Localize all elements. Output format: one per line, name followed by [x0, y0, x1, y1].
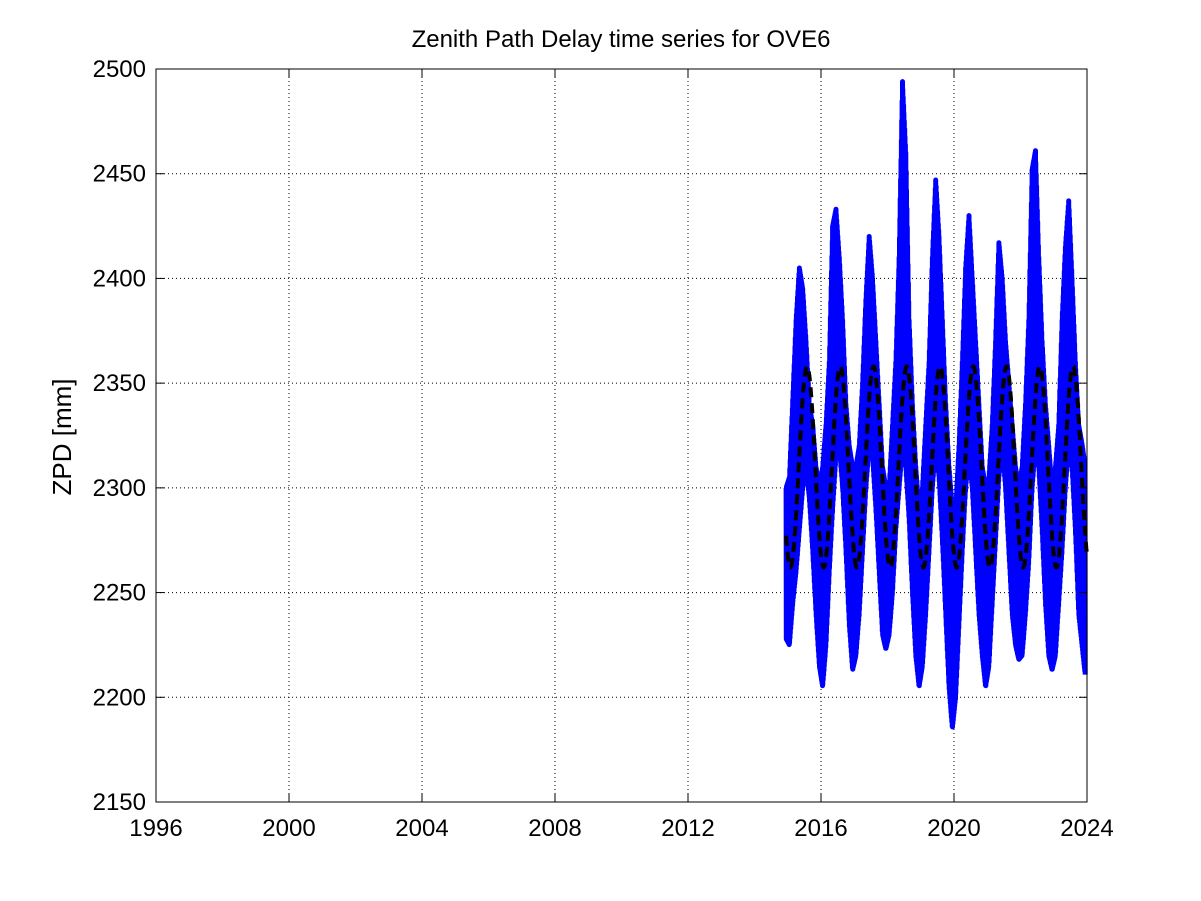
ticks: 1996 2000 2004 2008 2012 2016 2020 2024 2150 2200… [93, 56, 1114, 842]
y-tick-label: 2150 [93, 789, 146, 816]
x-tick-label: 2020 [927, 815, 980, 842]
data-layer [783, 79, 1089, 730]
x-tick-label: 1996 [129, 815, 182, 842]
zpd-series-line [783, 79, 1088, 730]
axes-box [155, 68, 1088, 803]
y-tick-label: 2350 [93, 370, 146, 397]
y-axis-label: ZPD [mm] [47, 379, 77, 496]
x-tick-label: 2012 [661, 815, 714, 842]
y-tick-label: 2500 [93, 56, 146, 83]
y-tick-label: 2250 [93, 580, 146, 607]
x-tick-label: 2008 [528, 815, 581, 842]
chart-title: Zenith Path Delay time series for OVE6 [412, 26, 831, 53]
x-tick-label: 2004 [395, 815, 448, 842]
zpd-model-line [784, 363, 1089, 570]
x-tick-label: 2024 [1060, 815, 1113, 842]
y-tick-label: 2200 [93, 684, 146, 711]
x-tick-label: 2016 [794, 815, 847, 842]
y-tick-label: 2450 [93, 161, 146, 188]
x-tick-label: 2000 [262, 815, 315, 842]
y-tick-label: 2400 [93, 265, 146, 292]
y-tick-label: 2300 [93, 475, 146, 502]
